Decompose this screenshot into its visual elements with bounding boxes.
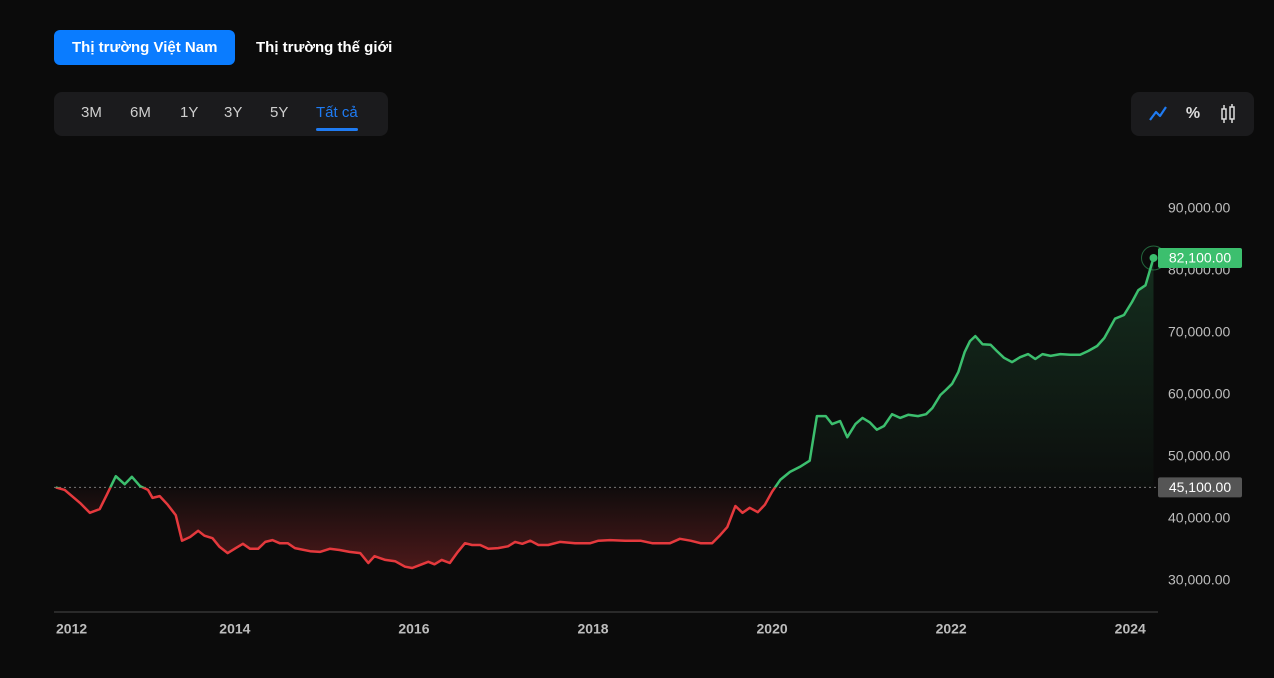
range-button[interactable]: 3M [81, 104, 102, 121]
range-button[interactable]: 5Y [270, 104, 289, 121]
x-tick-label: 2022 [936, 621, 967, 637]
y-tick-label: 90,000.00 [1168, 200, 1230, 216]
x-tick-label: 2018 [577, 621, 608, 637]
market-tab[interactable]: Thị trường thế giới [256, 39, 393, 56]
price-area [55, 258, 1154, 568]
chart-tools: % [1131, 92, 1254, 136]
y-tick-label: 40,000.00 [1168, 510, 1230, 526]
range-button[interactable]: Tất cả [316, 104, 358, 131]
market-tab[interactable]: Thị trường Việt Nam [54, 30, 236, 65]
candle-icon [1221, 104, 1235, 123]
x-tick-label: 2020 [757, 621, 788, 637]
x-tick-label: 2024 [1115, 621, 1146, 637]
x-tick-label: 2014 [219, 621, 250, 637]
x-tick-label: 2012 [56, 621, 87, 637]
y-tick-label: 30,000.00 [1168, 572, 1230, 588]
range-button[interactable]: 1Y [180, 104, 199, 121]
range-button[interactable]: 6M [130, 104, 151, 121]
line-mode-button[interactable] [1146, 102, 1170, 126]
line-icon [1149, 106, 1167, 121]
y-tick-label: 50,000.00 [1168, 448, 1230, 464]
x-tick-label: 2016 [398, 621, 429, 637]
baseline-label: 45,100.00 [1169, 479, 1231, 495]
range-selector: 3M 6M 1Y 3Y 5Y Tất cả [54, 92, 388, 136]
last-point [1149, 253, 1158, 262]
baseline-label-box [1158, 477, 1242, 498]
range-button[interactable]: 3Y [224, 104, 243, 121]
percent-mode-button[interactable]: % [1185, 105, 1201, 122]
last-price-label-box [1158, 247, 1242, 268]
last-price-label: 82,100.00 [1169, 250, 1231, 266]
price-line [55, 257, 1155, 570]
y-tick-label: 70,000.00 [1168, 324, 1230, 340]
y-tick-label: 60,000.00 [1168, 386, 1230, 402]
candle-mode-button[interactable] [1216, 102, 1240, 126]
